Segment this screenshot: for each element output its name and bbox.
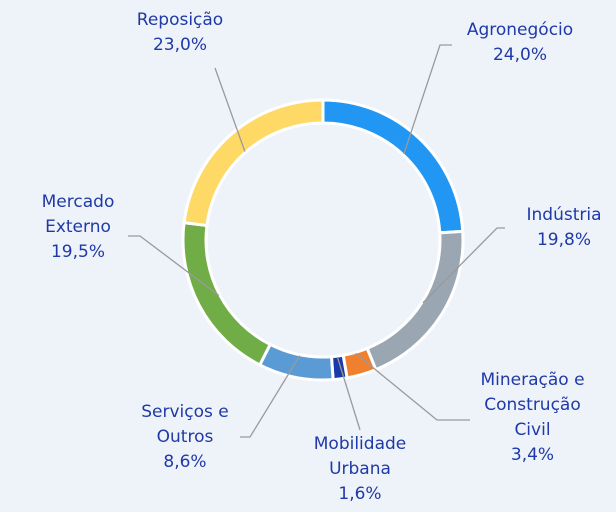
slice-label: Indústria 19,8%: [484, 203, 616, 253]
slice-label: Mineração e Construção Civil 3,4%: [470, 368, 595, 468]
value-label: 8,6%: [163, 452, 207, 472]
category-name: Indústria: [526, 205, 602, 225]
slice: [181, 220, 273, 367]
leader-line: [240, 355, 301, 438]
category-name: Reposição: [136, 10, 224, 30]
value-label: 3,4%: [510, 445, 555, 465]
value-label: 19,8%: [536, 230, 591, 250]
slice-label: Mobilidade Urbana 1,6%: [305, 432, 415, 507]
leader-line: [422, 227, 505, 304]
leader-line: [355, 352, 470, 421]
slice-label: Reposição 23,0%: [100, 8, 260, 58]
category-name: Mobilidade Urbana: [313, 434, 407, 479]
value-label: 1,6%: [338, 484, 382, 504]
category-name: Agronegócio: [466, 20, 574, 40]
slice-label: Mercado Externo 19,5%: [33, 190, 123, 265]
slice: [321, 98, 465, 235]
category-name: Mineração e Construção Civil: [480, 370, 585, 440]
leader-line: [128, 235, 220, 296]
leader-line: [403, 44, 452, 155]
category-name: Serviços e Outros: [141, 402, 229, 447]
value-label: 24,0%: [492, 45, 547, 65]
slice-label: Agronegócio 24,0%: [440, 18, 600, 68]
category-name: Mercado Externo: [41, 192, 115, 237]
slice: [365, 229, 465, 372]
value-label: 23,0%: [152, 35, 207, 55]
leader-line: [336, 356, 361, 431]
leader-line: [214, 67, 246, 152]
value-label: 19,5%: [50, 242, 105, 262]
slice: [182, 98, 325, 228]
slice-label: Serviços e Outros 8,6%: [135, 400, 235, 475]
